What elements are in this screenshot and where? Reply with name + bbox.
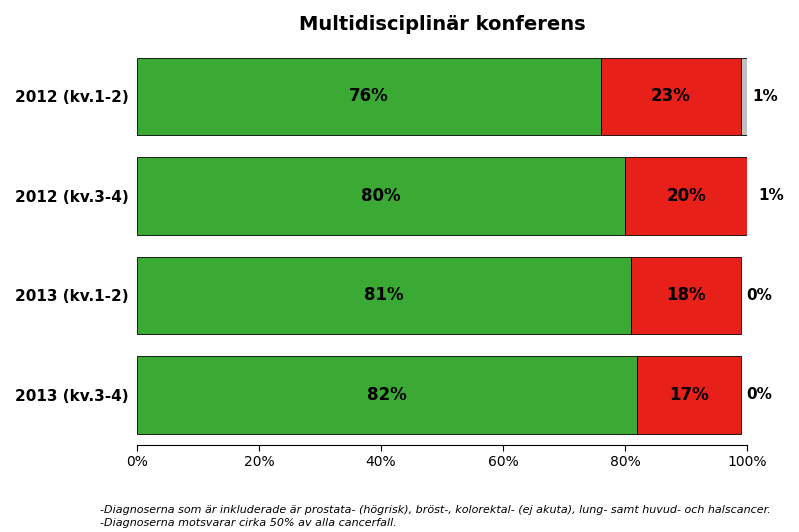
Bar	[137, 157, 625, 235]
Text: 82%: 82%	[368, 386, 407, 404]
Bar	[601, 57, 741, 135]
Text: -Diagnoserna motsvarar cirka 50% av alla cancerfall.: -Diagnoserna motsvarar cirka 50% av alla…	[100, 518, 396, 528]
Text: 1%: 1%	[752, 89, 777, 104]
Bar	[638, 356, 741, 434]
Text: 0%: 0%	[746, 387, 772, 402]
Bar	[137, 256, 631, 334]
Text: 17%: 17%	[670, 386, 709, 404]
Text: 80%: 80%	[361, 187, 401, 205]
Bar	[747, 157, 753, 235]
Text: 0%: 0%	[746, 288, 772, 303]
Bar	[137, 356, 638, 434]
Bar	[625, 157, 747, 235]
Text: 18%: 18%	[666, 286, 706, 304]
Bar	[741, 57, 747, 135]
Bar	[631, 256, 741, 334]
Text: -Diagnoserna som är inkluderade är prostata- (högrisk), bröst-, kolorektal- (ej : -Diagnoserna som är inkluderade är prost…	[100, 505, 770, 515]
Bar	[137, 57, 601, 135]
Text: 76%: 76%	[349, 87, 389, 105]
Text: 1%: 1%	[758, 188, 784, 203]
Text: 20%: 20%	[666, 187, 706, 205]
Text: 81%: 81%	[364, 286, 404, 304]
Title: Multidisciplinär konferens: Multidisciplinär konferens	[299, 15, 586, 34]
Text: 23%: 23%	[651, 87, 691, 105]
